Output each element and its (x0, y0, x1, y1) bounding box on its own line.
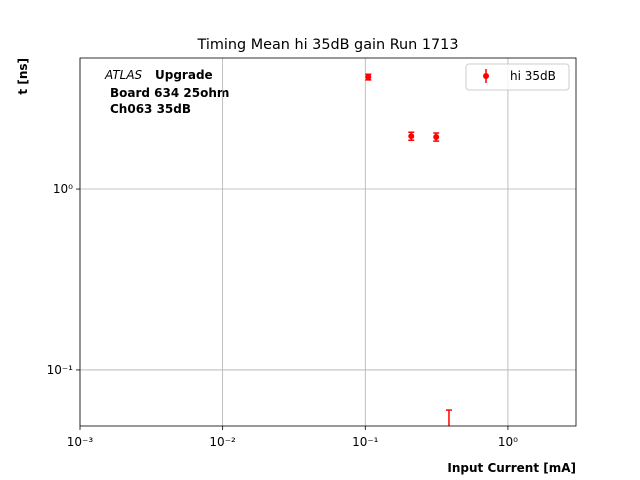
y-tick-label: 10⁰ (53, 182, 73, 196)
x-axis-label: Input Current [mA] (447, 461, 576, 475)
legend-swatch (483, 73, 489, 79)
annotation-experiment: ATLAS (104, 68, 143, 82)
data-point (433, 133, 440, 140)
axes-frame (79, 57, 577, 427)
y-tick-label: 10⁻¹ (47, 363, 74, 377)
data-point (408, 133, 415, 140)
x-tick-label: 10⁻¹ (352, 435, 379, 449)
plot-area (365, 73, 452, 426)
legend: hi 35dB (465, 63, 570, 91)
error-bar (445, 409, 452, 426)
x-tick-label: 10⁰ (498, 435, 518, 449)
annotation-line: Ch063 35dB (110, 102, 191, 116)
ticks: 10⁻³ 10⁻² 10⁻¹ 10⁰ 10⁻¹ 10⁰ (47, 182, 519, 449)
y-axis-label: t [ns] (16, 58, 30, 95)
data-point (365, 74, 372, 81)
annotation-status: Upgrade (155, 68, 213, 82)
legend-label: hi 35dB (510, 69, 556, 83)
annotation-line: Board 634 25ohm (110, 86, 229, 100)
chart-title: Timing Mean hi 35dB gain Run 1713 (197, 37, 459, 53)
legend-box (465, 63, 570, 91)
x-tick-label: 10⁻³ (67, 435, 94, 449)
x-tick-label: 10⁻² (209, 435, 236, 449)
